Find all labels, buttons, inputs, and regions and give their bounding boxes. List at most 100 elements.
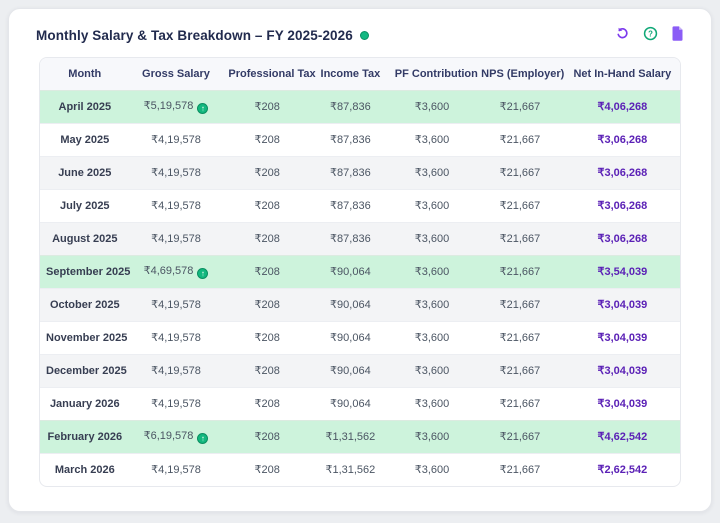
net-in-hand-cell: ₹3,04,039	[564, 320, 680, 354]
gross-salary-cell: ₹4,19,578	[129, 287, 223, 321]
income-tax-cell: ₹90,064	[311, 353, 389, 387]
refresh-icon	[615, 26, 630, 44]
salary-table: Month Gross Salary Professional Tax Income …	[40, 58, 680, 486]
pf-contribution-cell: ₹3,600	[388, 188, 476, 222]
refresh-button[interactable]	[615, 26, 630, 44]
table-row: November 2025 ₹4,19,578 ₹208 ₹90,064 ₹3,600 ₹…	[40, 320, 680, 354]
column-header-professional_tax: Professional Tax	[222, 58, 316, 90]
income-tax-cell: ₹90,064	[311, 386, 389, 420]
net-in-hand-cell: ₹3,04,039	[564, 386, 680, 420]
net-in-hand-cell: ₹3,04,039	[564, 353, 680, 387]
column-header-month: Month	[40, 58, 130, 90]
month-cell: July 2025	[40, 188, 130, 222]
table-row: October 2025 ₹4,19,578 ₹208 ₹90,064 ₹3,600 ₹2…	[40, 287, 680, 321]
gross-salary-cell: ₹4,19,578	[129, 386, 223, 420]
table-row: August 2025 ₹4,19,578 ₹208 ₹87,836 ₹3,600 ₹21…	[40, 221, 680, 255]
professional-tax-cell: ₹208	[222, 419, 312, 453]
gross-salary-cell: ₹4,19,578	[129, 452, 223, 486]
income-tax-cell: ₹1,31,562	[311, 452, 389, 486]
salary-table-container: Month Gross Salary Professional Tax Income …	[39, 57, 681, 487]
income-tax-cell: ₹90,064	[311, 287, 389, 321]
pf-contribution-cell: ₹3,600	[388, 89, 476, 123]
gross-salary-cell: ₹5,19,578 ↑	[129, 89, 223, 123]
professional-tax-cell: ₹208	[222, 188, 312, 222]
table-row: February 2026 ₹6,19,578 ↑ ₹208 ₹1,31,562 ₹3,6…	[40, 419, 680, 453]
month-cell: May 2025	[40, 122, 130, 156]
nps-employer-cell: ₹21,667	[475, 386, 565, 420]
table-row: March 2026 ₹4,19,578 ₹208 ₹1,31,562 ₹3,600 ₹2…	[40, 452, 680, 486]
pf-contribution-cell: ₹3,600	[388, 320, 476, 354]
pf-contribution-cell: ₹3,600	[388, 287, 476, 321]
net-in-hand-cell: ₹3,06,268	[564, 155, 680, 189]
status-dot-icon	[359, 30, 369, 40]
net-in-hand-cell: ₹3,06,268	[564, 122, 680, 156]
income-tax-cell: ₹87,836	[311, 89, 389, 123]
net-in-hand-cell: ₹3,06,268	[564, 188, 680, 222]
table-row: April 2025 ₹5,19,578 ↑ ₹208 ₹87,836 ₹3,600 ₹21…	[40, 89, 680, 123]
nps-employer-cell: ₹21,667	[475, 188, 565, 222]
net-in-hand-cell: ₹3,06,268	[564, 221, 680, 255]
professional-tax-cell: ₹208	[222, 155, 312, 189]
salary-increase-badge-icon: ↑	[197, 267, 209, 279]
export-report-button[interactable]	[671, 26, 684, 44]
month-cell: October 2025	[40, 287, 130, 321]
month-cell: April 2025	[40, 89, 130, 123]
table-row: June 2025 ₹4,19,578 ₹208 ₹87,836 ₹3,600 ₹21,6…	[40, 155, 680, 189]
net-in-hand-cell: ₹4,62,542	[564, 419, 680, 453]
income-tax-cell: ₹90,064	[311, 254, 389, 288]
pf-contribution-cell: ₹3,600	[388, 452, 476, 486]
table-row: May 2025 ₹4,19,578 ₹208 ₹87,836 ₹3,600 ₹21,66…	[40, 122, 680, 156]
salary-increase-badge-icon: ↑	[197, 432, 209, 444]
svg-text:?: ?	[648, 29, 653, 38]
month-cell: September 2025	[40, 254, 130, 288]
net-in-hand-cell: ₹2,62,542	[564, 452, 680, 486]
month-cell: February 2026	[40, 419, 130, 453]
pf-contribution-cell: ₹3,600	[388, 122, 476, 156]
pf-contribution-cell: ₹3,600	[388, 419, 476, 453]
income-tax-cell: ₹1,31,562	[311, 419, 389, 453]
help-icon: ?	[643, 26, 658, 44]
month-cell: December 2025	[40, 353, 130, 387]
nps-employer-cell: ₹21,667	[475, 287, 565, 321]
professional-tax-cell: ₹208	[222, 287, 312, 321]
table-row: December 2025 ₹4,19,578 ₹208 ₹90,064 ₹3,600 ₹…	[40, 353, 680, 387]
gross-salary-cell: ₹6,19,578 ↑	[129, 419, 223, 453]
income-tax-cell: ₹87,836	[311, 188, 389, 222]
salary-breakdown-card: Monthly Salary & Tax Breakdown – FY 2025…	[8, 8, 712, 512]
column-header-income_tax: Income Tax	[311, 58, 389, 90]
gross-salary-cell: ₹4,69,578 ↑	[129, 254, 223, 288]
nps-employer-cell: ₹21,667	[475, 419, 565, 453]
column-header-pf_contribution: PF Contribution	[388, 58, 478, 90]
net-in-hand-cell: ₹3,54,039	[564, 254, 680, 288]
professional-tax-cell: ₹208	[222, 122, 312, 156]
gross-salary-cell: ₹4,19,578	[129, 320, 223, 354]
gross-salary-cell: ₹4,19,578	[129, 188, 223, 222]
nps-employer-cell: ₹21,667	[475, 221, 565, 255]
table-row: September 2025 ₹4,69,578 ↑ ₹208 ₹90,064 ₹3,60…	[40, 254, 680, 288]
income-tax-cell: ₹87,836	[311, 221, 389, 255]
gross-salary-cell: ₹4,19,578	[129, 155, 223, 189]
professional-tax-cell: ₹208	[222, 254, 312, 288]
month-cell: June 2025	[40, 155, 130, 189]
document-icon	[671, 26, 684, 44]
income-tax-cell: ₹87,836	[311, 155, 389, 189]
month-cell: March 2026	[40, 452, 130, 486]
gross-salary-cell: ₹4,19,578	[129, 122, 223, 156]
column-header-net_in_hand: Net In-Hand Salary	[564, 58, 680, 90]
net-in-hand-cell: ₹3,04,039	[564, 287, 680, 321]
nps-employer-cell: ₹21,667	[475, 122, 565, 156]
table-header-row: Month Gross Salary Professional Tax Income …	[40, 58, 680, 90]
pf-contribution-cell: ₹3,600	[388, 155, 476, 189]
salary-increase-badge-icon: ↑	[197, 102, 209, 114]
professional-tax-cell: ₹208	[222, 89, 312, 123]
income-tax-cell: ₹87,836	[311, 122, 389, 156]
column-header-nps_employer: NPS (Employer)	[475, 58, 565, 90]
help-button[interactable]: ?	[643, 26, 658, 44]
professional-tax-cell: ₹208	[222, 320, 312, 354]
page-title: Monthly Salary & Tax Breakdown – FY 2025…	[36, 27, 353, 43]
nps-employer-cell: ₹21,667	[475, 353, 565, 387]
gross-salary-cell: ₹4,19,578	[129, 353, 223, 387]
net-in-hand-cell: ₹4,06,268	[564, 89, 680, 123]
pf-contribution-cell: ₹3,600	[388, 386, 476, 420]
professional-tax-cell: ₹208	[222, 221, 312, 255]
